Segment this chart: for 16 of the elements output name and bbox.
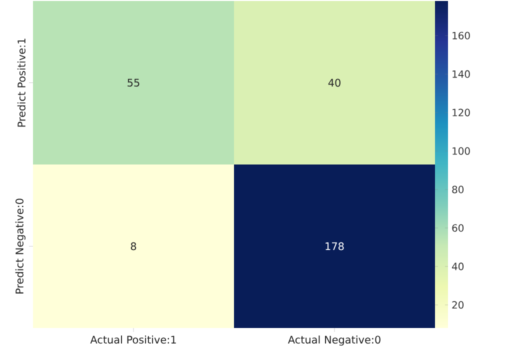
data-label: 40 xyxy=(328,78,340,87)
x-tick-label: Actual Positive:1 xyxy=(90,336,176,344)
color-bar-label: 160 xyxy=(452,32,470,40)
data-label: 55 xyxy=(128,78,140,87)
data-label: 8 xyxy=(130,242,136,250)
color-bar-label: 80 xyxy=(452,186,464,194)
color-bar-label: 140 xyxy=(452,70,470,78)
y-tick-label: Predict Negative:0 xyxy=(15,198,26,294)
y-tick-label: Predict Positive:1 xyxy=(17,38,26,127)
x-tick-label: Actual Negative:0 xyxy=(288,336,380,346)
color-bar-label: 20 xyxy=(452,301,464,309)
color-bar-label: 120 xyxy=(452,108,470,116)
color-bar-label: 100 xyxy=(452,147,470,155)
color-bar-label: 60 xyxy=(452,224,464,232)
color-bar-label: 40 xyxy=(452,262,464,270)
data-label: 178 xyxy=(326,242,344,250)
